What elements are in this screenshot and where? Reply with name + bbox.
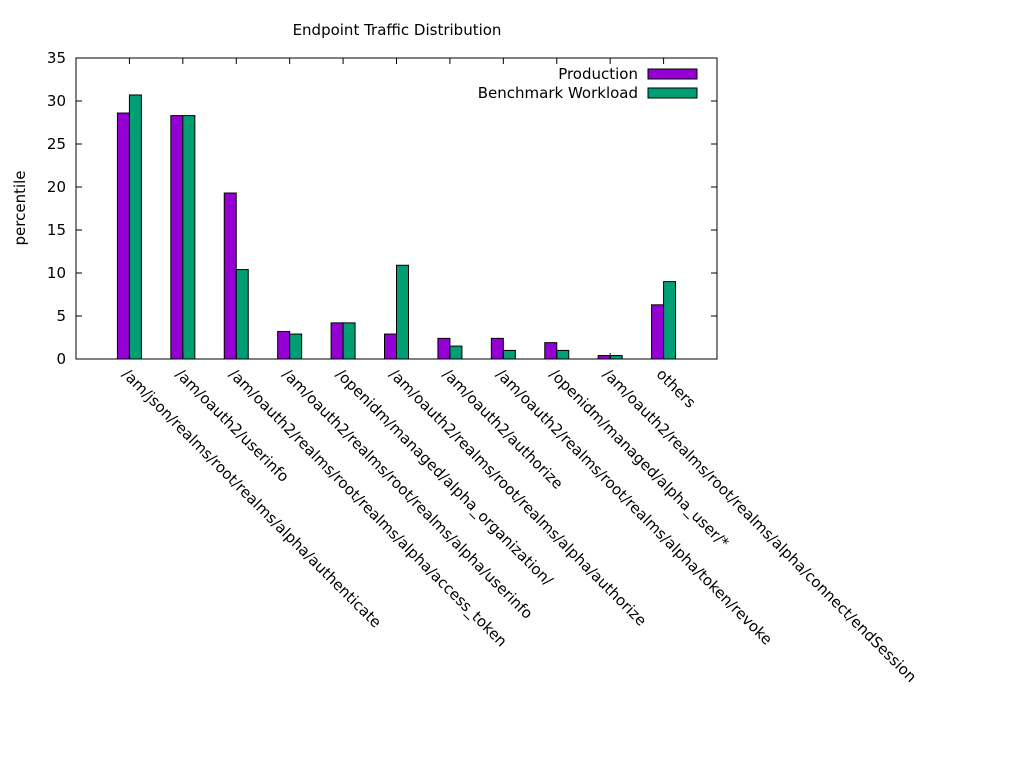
x-axis: /am/json/realms/root/realms/alpha/authen… [119,58,920,686]
bar-production [544,342,558,360]
y-tick-label: 5 [56,307,66,325]
y-tick-label: 15 [47,221,66,239]
y-axis: 0 5 10 15 20 25 30 35 [47,49,717,368]
legend-label: Production [558,65,638,83]
bar-benchmark-workload [182,115,196,360]
bar-benchmark-workload [663,281,677,360]
y-tick-label: 10 [47,264,66,282]
bar-production [597,355,611,360]
bar-production [437,337,451,360]
bar-production [170,115,184,360]
bar-production [223,192,237,360]
y-tick-label: 25 [47,135,66,153]
legend-label: Benchmark Workload [478,84,638,102]
y-tick-label: 35 [47,49,66,67]
bar-benchmark-workload [289,333,303,360]
bar-benchmark-workload [235,269,249,360]
y-tick-label: 20 [47,178,66,196]
y-tick-label: 0 [56,350,66,368]
bar-benchmark-workload [128,94,142,360]
bar-production [277,330,291,360]
chart-title: Endpoint Traffic Distribution [293,21,502,39]
bar-production [651,304,665,360]
y-axis-label: percentile [11,170,29,245]
bar-benchmark-workload [502,349,516,360]
bar-production [116,112,130,360]
x-tick-label: /am/oauth2/realms/root/realms/alpha/auth… [386,365,650,629]
x-tick-label: /am/json/realms/root/realms/alpha/authen… [119,365,385,631]
plot-frame [75,57,718,360]
x-tick-label: others [653,365,700,412]
legend-swatch [647,68,698,80]
y-tick-label: 30 [47,92,66,110]
plot-area [116,94,677,360]
bar-benchmark-workload [556,349,570,360]
x-tick-label: /am/oauth2/realms/root/realms/alpha/user… [279,365,537,623]
bar-production [384,333,397,360]
legend-swatch [647,87,698,99]
bar-benchmark-workload [396,264,409,360]
bar-production [490,337,504,360]
bar-benchmark-workload [609,355,623,360]
bar-benchmark-workload [342,322,356,360]
bar-production [330,322,344,360]
bar-benchmark-workload [449,345,463,360]
